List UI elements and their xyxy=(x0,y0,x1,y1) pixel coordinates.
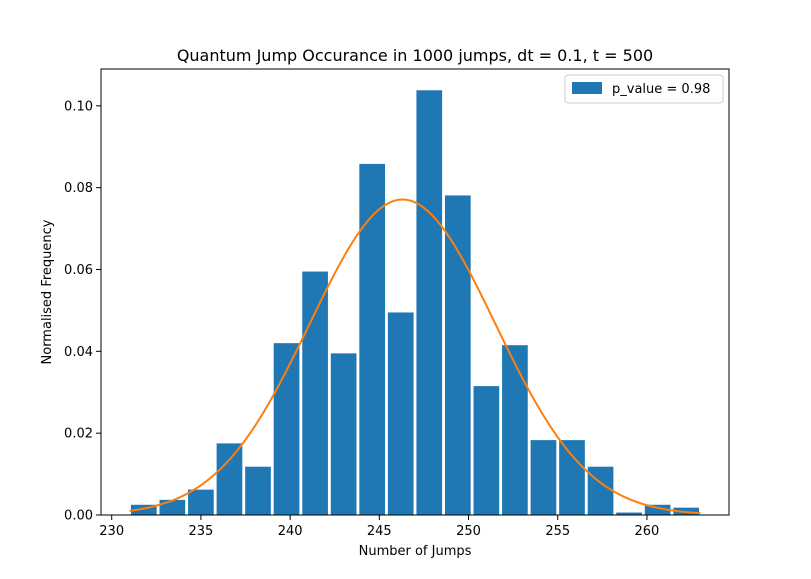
x-tick-label: 240 xyxy=(278,524,303,539)
histogram-bar xyxy=(159,499,186,515)
x-tick-label: 230 xyxy=(99,524,124,539)
bars-group xyxy=(130,90,700,515)
x-axis-ticks: 230 235 240 245 250 255 260 xyxy=(99,515,659,539)
histogram-bar xyxy=(216,443,243,515)
gaussian-fit-curve xyxy=(129,198,701,515)
y-tick-label: 0.02 xyxy=(64,427,93,442)
y-tick-label: 0.08 xyxy=(64,181,93,196)
x-tick-label: 260 xyxy=(635,524,660,539)
histogram-bar xyxy=(188,489,214,515)
legend-box xyxy=(564,74,724,104)
y-tick-label: 0.04 xyxy=(64,345,93,360)
histogram-bar xyxy=(587,466,614,515)
x-axis-label: Number of Jumps xyxy=(359,544,472,559)
histogram-bar xyxy=(644,504,671,515)
legend: p_value = 0.98 xyxy=(564,74,724,104)
histogram-bar xyxy=(245,466,271,515)
plot-frame xyxy=(100,68,730,516)
histogram-bar xyxy=(359,163,386,515)
x-tick-label: 255 xyxy=(545,524,570,539)
histogram-bar xyxy=(559,440,585,515)
histogram-bar xyxy=(473,386,500,515)
histogram-bar xyxy=(387,312,414,515)
x-tick-label: 235 xyxy=(188,524,213,539)
y-axis-label: Normalised Frequency xyxy=(40,219,55,364)
histogram-bar xyxy=(502,345,528,515)
histogram-bar xyxy=(530,440,557,515)
y-tick-label: 0.10 xyxy=(64,99,93,114)
chart-title: Quantum Jump Occurance in 1000 jumps, dt… xyxy=(177,46,653,65)
histogram-bar xyxy=(130,504,157,515)
histogram-bar xyxy=(330,353,357,515)
y-tick-label: 0.06 xyxy=(64,263,93,278)
y-axis-ticks: 0.00 0.02 0.04 0.06 0.08 0.10 xyxy=(64,99,101,524)
histogram-bar xyxy=(616,512,642,515)
y-tick-label: 0.00 xyxy=(64,509,93,524)
histogram-bar xyxy=(302,271,328,515)
x-tick-label: 245 xyxy=(367,524,392,539)
legend-label: p_value = 0.98 xyxy=(612,82,710,97)
legend-swatch xyxy=(572,82,602,94)
x-tick-label: 250 xyxy=(456,524,481,539)
histogram-bar xyxy=(416,90,443,515)
histogram-bar xyxy=(444,195,471,515)
